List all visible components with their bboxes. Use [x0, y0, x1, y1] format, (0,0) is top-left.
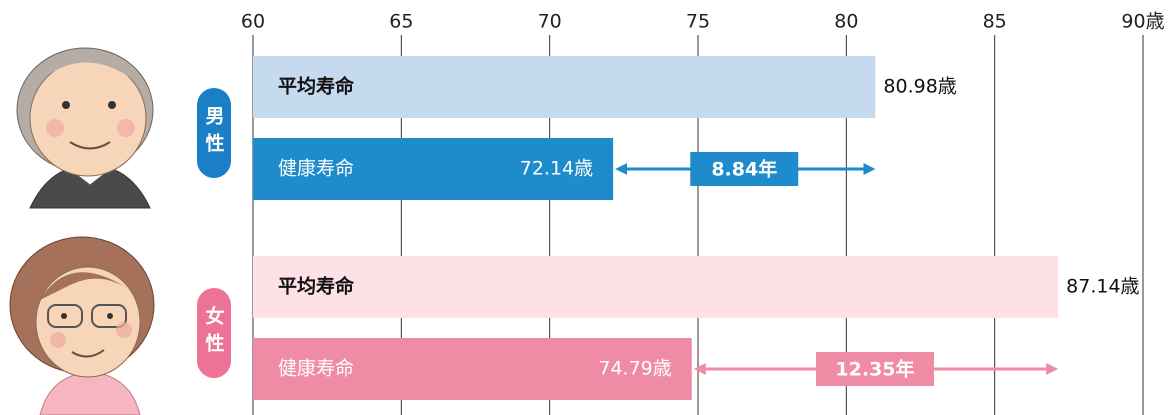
gap-label: 8.84年	[711, 158, 777, 181]
chart-svg: 60 65 70 75 80 85 90歳平均寿命 80.98歳健康寿命 72.14歳 8.84年…	[0, 0, 1171, 415]
x-tick-label: 60	[241, 11, 265, 33]
value-label: 74.79歳	[598, 358, 671, 380]
man-illustration	[17, 48, 153, 208]
x-tick-label: 85	[983, 11, 1007, 33]
x-tick-label: 75	[686, 11, 710, 33]
x-tick-label: 80	[834, 11, 858, 33]
bar-series-label: 平均寿命	[278, 275, 355, 298]
bar	[253, 256, 1058, 318]
value-label: 87.14歳	[1066, 276, 1139, 298]
category-badge: 男性	[197, 88, 231, 178]
bar-series-label: 健康寿命	[278, 358, 354, 380]
value-label: 80.98歳	[883, 76, 956, 98]
value-label: 72.14歳	[520, 158, 593, 180]
gap-label: 12.35年	[835, 358, 914, 381]
chart: 60 65 70 75 80 85 90歳平均寿命 80.98歳健康寿命 72.14歳 8.84年…	[0, 0, 1171, 415]
category-badge: 女性	[197, 288, 231, 378]
bar-series-label: 健康寿命	[278, 158, 354, 180]
bar-series-label: 平均寿命	[278, 75, 355, 98]
x-tick-label: 90歳	[1121, 11, 1164, 33]
x-tick-label: 70	[538, 11, 562, 33]
x-tick-label: 65	[389, 11, 413, 33]
woman-illustration	[10, 237, 154, 415]
